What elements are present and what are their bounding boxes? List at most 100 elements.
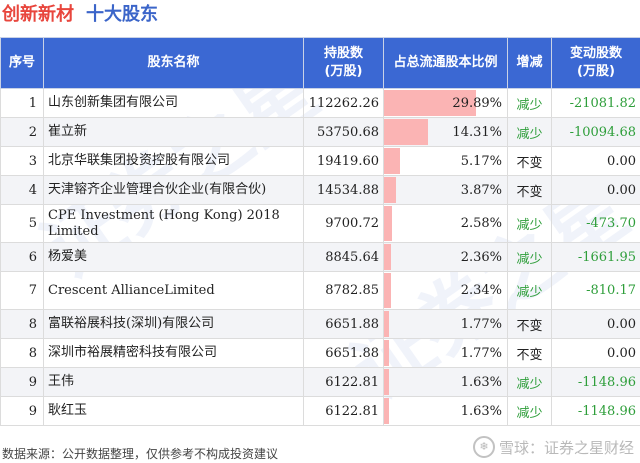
share-change: 0.00 bbox=[551, 309, 640, 339]
ratio-bar bbox=[384, 273, 392, 308]
row-no: 7 bbox=[0, 271, 44, 310]
ratio-bar bbox=[384, 398, 389, 424]
brand-watermark: ❄ 雪球：证券之星财经 bbox=[472, 436, 634, 458]
ratio-cell: 2.34% bbox=[383, 271, 508, 310]
share-change: -810.17 bbox=[551, 271, 640, 310]
shareholder-name: 山东创新集团有限公司 bbox=[43, 88, 304, 118]
ratio-cell: 14.31% bbox=[383, 117, 508, 147]
header-name: 股东名称 bbox=[43, 37, 304, 89]
table-row: 1 山东创新集团有限公司 112262.26 29.89% 减少 -21081.82 bbox=[0, 88, 640, 118]
change-status: 减少 bbox=[507, 367, 552, 397]
share-change: -21081.82 bbox=[551, 88, 640, 118]
row-no: 3 bbox=[0, 146, 44, 176]
change-status: 不变 bbox=[507, 309, 552, 339]
table-row: 9 王伟 6122.81 1.63% 减少 -1148.96 bbox=[0, 367, 640, 397]
shares-held: 53750.68 bbox=[303, 117, 384, 147]
table-row: 8 富联裕展科技(深圳)有限公司 6651.88 1.77% 不变 0.00 bbox=[0, 309, 640, 339]
share-change: -10094.68 bbox=[551, 117, 640, 147]
share-change: -1148.96 bbox=[551, 396, 640, 426]
ratio-value: 29.89% bbox=[452, 95, 502, 111]
ratio-cell: 2.36% bbox=[383, 242, 508, 272]
ratio-bar bbox=[384, 340, 390, 366]
change-status: 不变 bbox=[507, 338, 552, 368]
header-shares: 持股数 (万股) bbox=[303, 37, 384, 89]
shares-held: 14534.88 bbox=[303, 175, 384, 205]
change-status: 减少 bbox=[507, 88, 552, 118]
table-row: 5 CPE Investment (Hong Kong) 2018 Limited… bbox=[0, 204, 640, 243]
shareholder-name: Crescent AllianceLimited bbox=[43, 271, 304, 310]
ratio-cell: 5.17% bbox=[383, 146, 508, 176]
change-status: 减少 bbox=[507, 242, 552, 272]
shares-held: 8845.64 bbox=[303, 242, 384, 272]
ratio-value: 2.36% bbox=[460, 249, 502, 265]
change-status: 不变 bbox=[507, 175, 552, 205]
shareholder-name: 杨爱美 bbox=[43, 242, 304, 272]
page-title: 创新新材 十大股东 bbox=[2, 2, 158, 28]
ratio-value: 2.34% bbox=[460, 283, 502, 298]
share-change: 0.00 bbox=[551, 146, 640, 176]
ratio-value: 1.63% bbox=[460, 403, 502, 419]
shareholder-name: 天津镕齐企业管理合伙企业(有限合伙) bbox=[43, 175, 304, 205]
ratio-bar bbox=[384, 177, 396, 203]
share-change: 0.00 bbox=[551, 175, 640, 205]
table-row: 7 Crescent AllianceLimited 8782.85 2.34% 减少 -… bbox=[0, 271, 640, 310]
shareholder-name: 崔立新 bbox=[43, 117, 304, 147]
shareholder-name: 深圳市裕展精密科技有限公司 bbox=[43, 338, 304, 368]
ratio-value: 5.17% bbox=[460, 153, 502, 169]
row-no: 9 bbox=[0, 396, 44, 426]
table-row: 6 杨爱美 8845.64 2.36% 减少 -1661.95 bbox=[0, 242, 640, 272]
ratio-bar bbox=[384, 369, 389, 395]
share-change: -1661.95 bbox=[551, 242, 640, 272]
change-status: 减少 bbox=[507, 271, 552, 310]
shareholder-name: 耿红玉 bbox=[43, 396, 304, 426]
ratio-cell: 29.89% bbox=[383, 88, 508, 118]
ratio-bar bbox=[384, 244, 392, 270]
change-status: 减少 bbox=[507, 396, 552, 426]
row-no: 8 bbox=[0, 309, 44, 339]
ratio-bar bbox=[384, 90, 476, 116]
table-body: 1 山东创新集团有限公司 112262.26 29.89% 减少 -21081.82 2 崔立… bbox=[0, 88, 640, 426]
table-header-row: 序号 股东名称 持股数 (万股) 占总流通股本比例 增减 变动股数 (万股) bbox=[0, 37, 640, 89]
snowball-logo-icon: ❄ bbox=[472, 436, 495, 458]
shares-held: 8782.85 bbox=[303, 271, 384, 310]
ratio-value: 1.77% bbox=[460, 316, 502, 332]
shareholder-name: 富联裕展科技(深圳)有限公司 bbox=[43, 309, 304, 339]
shares-held: 6122.81 bbox=[303, 396, 384, 426]
share-change: 0.00 bbox=[551, 338, 640, 368]
ratio-value: 1.77% bbox=[460, 345, 502, 361]
shares-held: 112262.26 bbox=[303, 88, 384, 118]
ratio-bar bbox=[384, 311, 390, 337]
shares-held: 19419.60 bbox=[303, 146, 384, 176]
shareholders-table: 序号 股东名称 持股数 (万股) 占总流通股本比例 增减 变动股数 (万股) 1… bbox=[0, 37, 640, 426]
ratio-cell: 1.77% bbox=[383, 309, 508, 339]
header-change: 增减 bbox=[507, 37, 552, 89]
ratio-cell: 3.87% bbox=[383, 175, 508, 205]
ratio-value: 2.58% bbox=[460, 216, 502, 231]
brand-text: 雪球：证券之星财经 bbox=[498, 438, 634, 457]
table-row: 8 深圳市裕展精密科技有限公司 6651.88 1.77% 不变 0.00 bbox=[0, 338, 640, 368]
header-delta: 变动股数 (万股) bbox=[551, 37, 640, 89]
share-change: -473.70 bbox=[551, 204, 640, 243]
row-no: 5 bbox=[0, 204, 44, 243]
change-status: 减少 bbox=[507, 204, 552, 243]
shares-held: 9700.72 bbox=[303, 204, 384, 243]
shares-held: 6651.88 bbox=[303, 309, 384, 339]
row-no: 9 bbox=[0, 367, 44, 397]
change-status: 减少 bbox=[507, 117, 552, 147]
header-no: 序号 bbox=[0, 37, 44, 89]
row-no: 8 bbox=[0, 338, 44, 368]
ratio-cell: 1.63% bbox=[383, 396, 508, 426]
table-row: 4 天津镕齐企业管理合伙企业(有限合伙) 14534.88 3.87% 不变 0.00 bbox=[0, 175, 640, 205]
shares-held: 6122.81 bbox=[303, 367, 384, 397]
company-name: 创新新材 bbox=[2, 4, 74, 25]
ratio-cell: 1.77% bbox=[383, 338, 508, 368]
row-no: 1 bbox=[0, 88, 44, 118]
ratio-value: 1.63% bbox=[460, 374, 502, 390]
row-no: 2 bbox=[0, 117, 44, 147]
share-change: -1148.96 bbox=[551, 367, 640, 397]
shareholder-name: 王伟 bbox=[43, 367, 304, 397]
change-status: 不变 bbox=[507, 146, 552, 176]
table-row: 3 北京华联集团投资控股有限公司 19419.60 5.17% 不变 0.00 bbox=[0, 146, 640, 176]
row-no: 4 bbox=[0, 175, 44, 205]
ratio-bar bbox=[384, 148, 400, 174]
